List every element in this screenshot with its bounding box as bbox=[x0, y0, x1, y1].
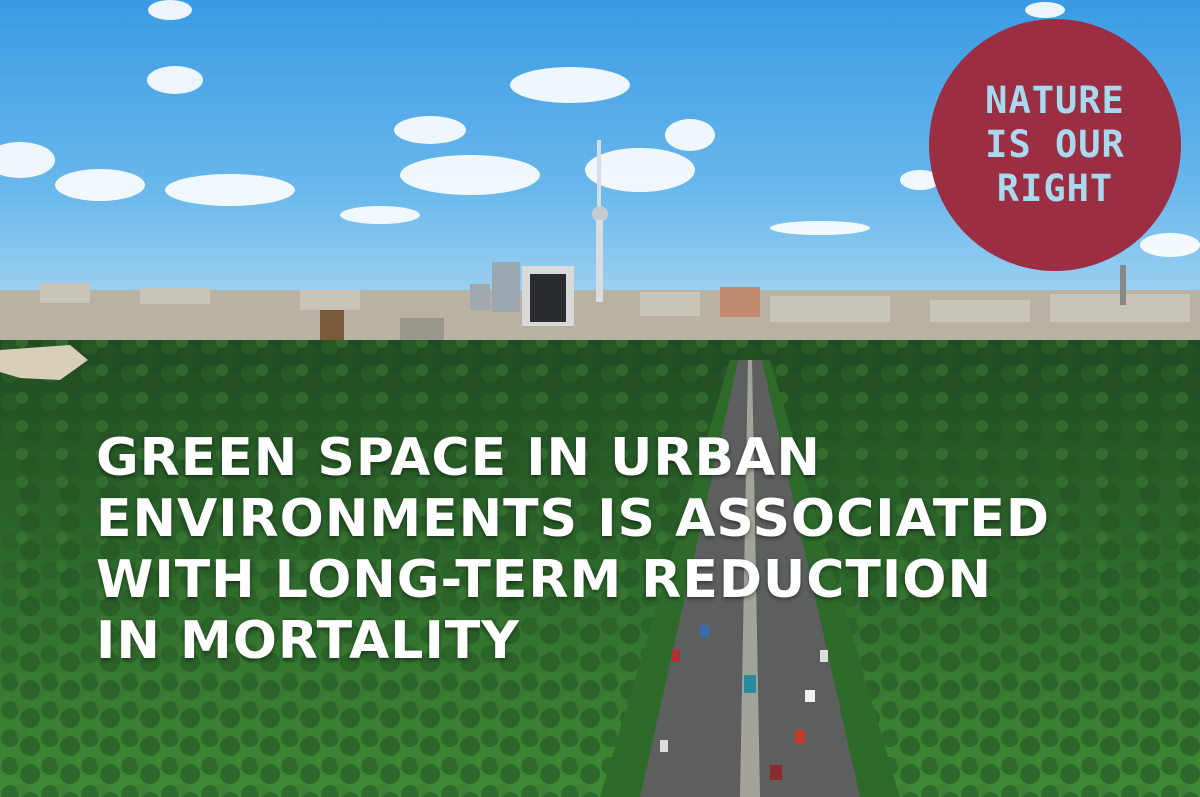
badge-line-3: RIGHT bbox=[996, 167, 1114, 210]
nature-badge: NATURE IS OUR RIGHT bbox=[929, 19, 1181, 271]
headline: GREEN SPACE IN URBAN ENVIRONMENTS IS ASS… bbox=[96, 428, 1176, 672]
cars bbox=[660, 625, 828, 780]
badge-line-2: IS OUR bbox=[985, 123, 1125, 166]
clouds bbox=[0, 0, 1200, 257]
headline-line-3: WITH LONG-TERM REDUCTION bbox=[96, 550, 992, 610]
left-building bbox=[0, 345, 88, 380]
headline-line-4: IN MORTALITY bbox=[96, 611, 520, 671]
headline-line-2: ENVIRONMENTS IS ASSOCIATED bbox=[96, 489, 1051, 549]
badge-line-1: NATURE bbox=[985, 79, 1125, 122]
headline-line-1: GREEN SPACE IN URBAN bbox=[96, 428, 821, 488]
tv-tower bbox=[592, 140, 608, 302]
